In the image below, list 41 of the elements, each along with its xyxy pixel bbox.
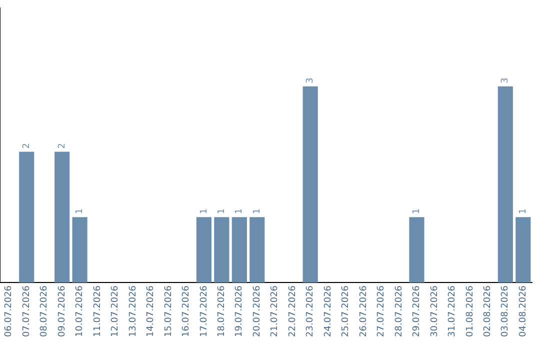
data-label: 2 <box>57 143 68 149</box>
x-tick-label: 29.07.2026 <box>412 285 422 337</box>
x-tick-label: 26.07.2026 <box>358 285 369 337</box>
data-label: 1 <box>199 208 210 214</box>
x-tick-label: 11.07.2026 <box>92 285 103 337</box>
data-label: 3 <box>500 78 511 84</box>
x-tick-label: 09.07.2026 <box>57 285 68 337</box>
x-tick-label: 19.07.2026 <box>234 285 245 337</box>
x-tick-label: 27.07.2026 <box>376 285 387 337</box>
x-tick-label: 14.07.2026 <box>146 285 156 337</box>
data-label: 1 <box>412 208 422 214</box>
x-tick-label: 15.07.2026 <box>164 285 174 337</box>
x-tick-label: 25.07.2026 <box>341 285 352 337</box>
x-tick-label: 20.07.2026 <box>252 285 262 337</box>
data-label: 1 <box>75 208 86 214</box>
data-label: 1 <box>217 208 228 214</box>
x-tick-label: 07.07.2026 <box>22 285 32 337</box>
x-tick-label: 22.07.2026 <box>288 285 298 337</box>
x-tick-label: 04.08.2026 <box>518 285 528 337</box>
x-tick-label: 31.07.2026 <box>448 285 458 337</box>
data-label: 2 <box>22 143 32 149</box>
x-tick-label: 13.07.2026 <box>128 285 138 337</box>
x-tick-label: 28.07.2026 <box>394 285 404 337</box>
x-tick-label: 08.07.2026 <box>40 285 50 337</box>
x-tick-label: 21.07.2026 <box>270 285 280 337</box>
x-tick-label: 16.07.2026 <box>182 285 192 337</box>
x-tick-label: 30.07.2026 <box>430 285 440 337</box>
data-label: 1 <box>518 208 528 214</box>
x-tick-label: 01.08.2026 <box>465 285 476 337</box>
x-tick-label: 24.07.2026 <box>323 285 334 337</box>
data-label: 3 <box>306 78 316 84</box>
x-tick-label: 06.07.2026 <box>4 285 14 337</box>
x-tick-label: 23.07.2026 <box>306 285 316 337</box>
x-tick-label: 03.08.2026 <box>500 285 511 337</box>
x-tick-label: 17.07.2026 <box>199 285 210 337</box>
data-label: 1 <box>234 208 245 214</box>
x-tick-label: 10.07.2026 <box>75 285 86 337</box>
data-label: 1 <box>252 208 262 214</box>
x-tick-label: 02.08.2026 <box>483 285 494 337</box>
x-tick-label: 12.07.2026 <box>110 285 121 337</box>
x-tick-label: 18.07.2026 <box>217 285 228 337</box>
